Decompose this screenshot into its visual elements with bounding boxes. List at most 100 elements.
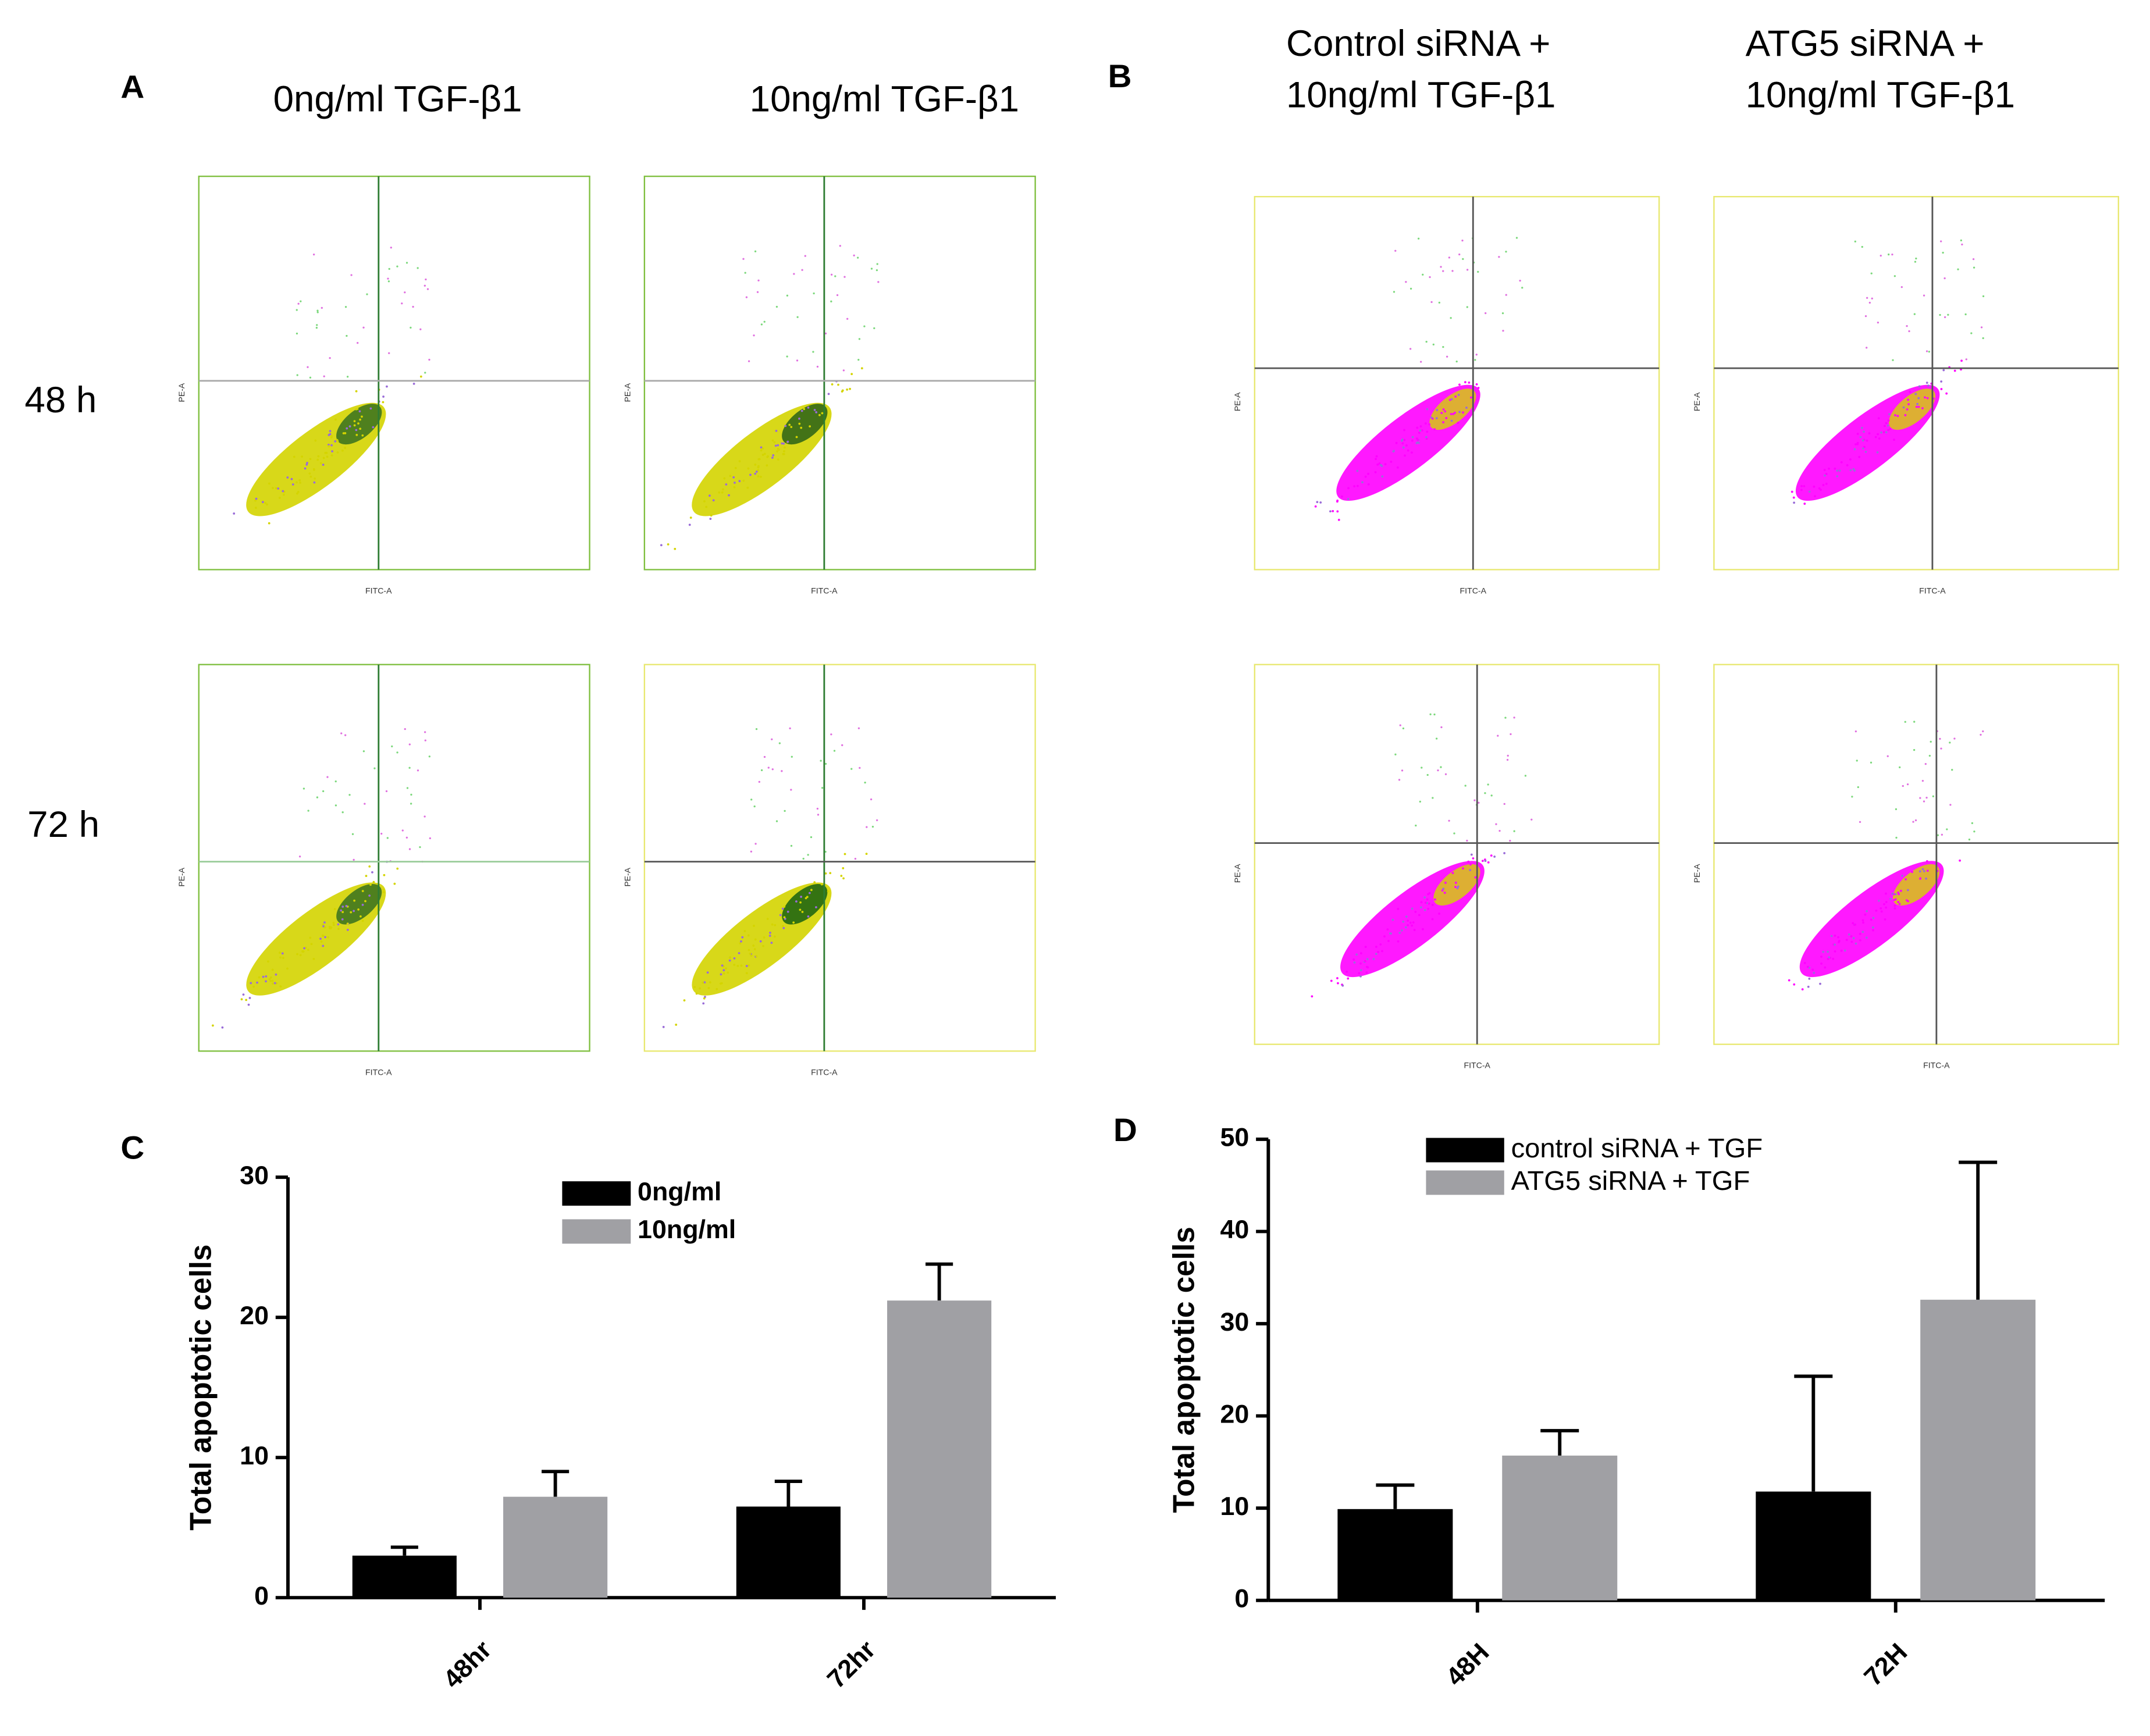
cell-dot bbox=[272, 487, 274, 489]
cell-dot bbox=[382, 395, 385, 398]
cell-dot bbox=[1891, 892, 1894, 895]
cell-dot bbox=[810, 836, 813, 839]
cell-dot bbox=[1401, 769, 1404, 772]
cell-dot bbox=[307, 366, 309, 368]
y-tick-label: 10 bbox=[1220, 1492, 1250, 1521]
cell-dot bbox=[1438, 912, 1440, 915]
cell-dot bbox=[702, 981, 704, 984]
y-axis-label: PE-A bbox=[1233, 392, 1242, 411]
cell-dot bbox=[309, 475, 312, 478]
cell-dot bbox=[298, 855, 301, 858]
cell-dot bbox=[1432, 343, 1434, 345]
cell-dot bbox=[1846, 464, 1849, 466]
plot-frame bbox=[1254, 664, 1660, 1045]
cell-cloud bbox=[1892, 864, 1940, 906]
cell-dot bbox=[319, 937, 322, 940]
cell-dot bbox=[1888, 413, 1891, 416]
cell-dot bbox=[1866, 347, 1868, 349]
cell-dot bbox=[1444, 773, 1447, 775]
cell-dot bbox=[1882, 431, 1885, 434]
cell-dot bbox=[368, 865, 371, 868]
cell-dot bbox=[1422, 928, 1424, 931]
cell-dot bbox=[760, 446, 763, 449]
cell-dot bbox=[808, 892, 811, 894]
cell-dot bbox=[1925, 350, 1928, 352]
cell-dot bbox=[849, 387, 852, 390]
cell-dot bbox=[736, 965, 739, 967]
cell-dot bbox=[391, 745, 393, 747]
cell-dot bbox=[355, 429, 358, 432]
cell-dot bbox=[1788, 979, 1791, 982]
cell-dot bbox=[255, 497, 258, 500]
x-tick-label: 72hr bbox=[822, 1635, 881, 1694]
cell-dot bbox=[1419, 906, 1422, 909]
cell-dot bbox=[1941, 833, 1943, 836]
cell-dot bbox=[406, 787, 409, 789]
cell-dot bbox=[1853, 448, 1856, 451]
cell-dot bbox=[807, 915, 810, 918]
cell-dot bbox=[1905, 878, 1907, 881]
cell-dot bbox=[1466, 306, 1468, 308]
cell-dot bbox=[1834, 935, 1836, 937]
cell-dot bbox=[1443, 892, 1446, 894]
flow-plot: FITC-A PE-A bbox=[177, 175, 590, 595]
cell-dot bbox=[348, 794, 351, 796]
cell-dot bbox=[813, 881, 816, 884]
cell-dot bbox=[330, 435, 333, 437]
cell-dot bbox=[709, 981, 711, 983]
cell-dot bbox=[296, 481, 298, 484]
cell-dot bbox=[705, 505, 708, 508]
cell-dot bbox=[334, 440, 337, 443]
cell-dot bbox=[875, 269, 878, 272]
cell-dot bbox=[830, 273, 833, 276]
cell-dot bbox=[747, 964, 750, 967]
cell-dot bbox=[1803, 962, 1806, 964]
cell-dot bbox=[820, 760, 822, 762]
panel-letter: B bbox=[1108, 58, 1132, 94]
cell-dot bbox=[1887, 419, 1890, 422]
cell-dot bbox=[766, 464, 768, 467]
cell-dot bbox=[299, 482, 301, 484]
cell-dot bbox=[790, 844, 793, 847]
cell-dot bbox=[745, 972, 748, 975]
cell-dot bbox=[271, 968, 274, 971]
cell-dot bbox=[774, 935, 776, 938]
legend-swatch bbox=[562, 1181, 631, 1206]
cell-dot bbox=[1469, 863, 1472, 866]
cell-dot bbox=[1336, 977, 1339, 979]
y-tick-label: 30 bbox=[1220, 1308, 1250, 1336]
legend-label: 10ng/ml bbox=[638, 1215, 736, 1244]
cell-dot bbox=[796, 316, 799, 318]
cell-dot bbox=[1450, 398, 1453, 401]
cell-dot bbox=[1503, 803, 1505, 805]
cell-dot bbox=[1456, 887, 1459, 890]
cell-dot bbox=[341, 449, 344, 452]
cell-dot bbox=[1827, 958, 1829, 960]
legend-swatch bbox=[562, 1219, 631, 1244]
cell-dot bbox=[424, 372, 426, 374]
cell-dot bbox=[1484, 860, 1487, 862]
cell-dot bbox=[1820, 962, 1822, 965]
cell-dot bbox=[1375, 455, 1378, 458]
cell-dot bbox=[1939, 737, 1941, 740]
cell-dot bbox=[362, 750, 365, 753]
flow-plot: FITC-A PE-A bbox=[177, 664, 590, 1076]
cell-dot bbox=[404, 728, 406, 730]
row-title: 72 h bbox=[27, 804, 99, 845]
cell-dot bbox=[265, 975, 268, 978]
cell-dot bbox=[1889, 427, 1892, 430]
cell-dot bbox=[1477, 387, 1480, 389]
panel-letter: A bbox=[120, 69, 144, 105]
cell-dot bbox=[1466, 839, 1468, 842]
cell-dot bbox=[827, 890, 830, 893]
cell-dot bbox=[355, 390, 358, 393]
cell-dot bbox=[1859, 821, 1861, 823]
column-title: Control siRNA + bbox=[1286, 23, 1550, 64]
cell-dot bbox=[1435, 737, 1438, 740]
cell-dot bbox=[1431, 918, 1434, 921]
cell-dot bbox=[1942, 369, 1945, 372]
cell-dot bbox=[1909, 390, 1911, 393]
cell-dot bbox=[775, 305, 778, 308]
cell-dot bbox=[796, 359, 799, 362]
cell-dot bbox=[1852, 937, 1855, 939]
